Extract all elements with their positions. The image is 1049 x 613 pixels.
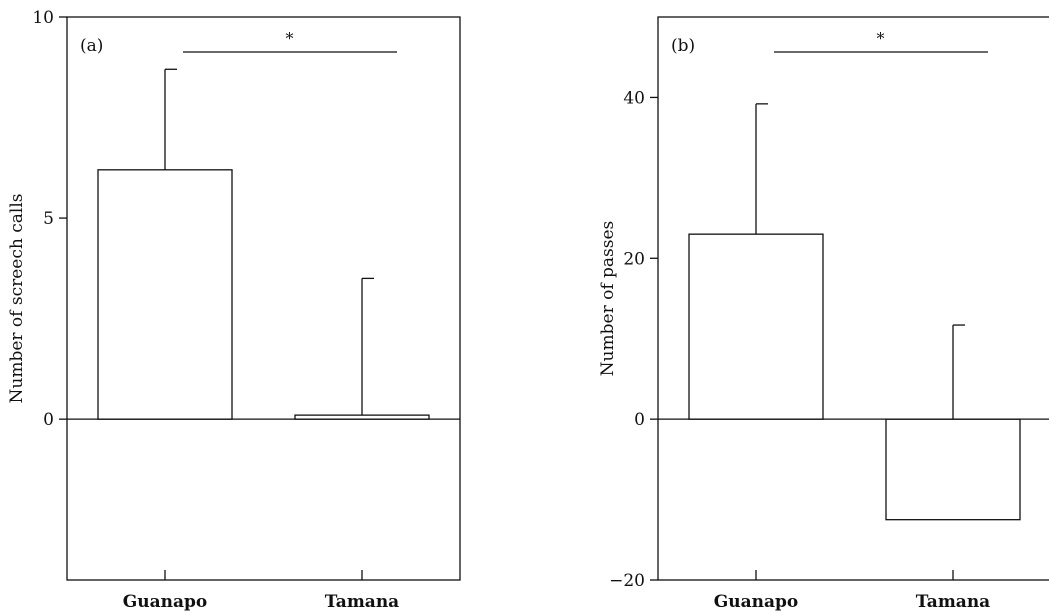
y-ticks: −20 0 20 40 [609, 88, 658, 591]
y-tick-label: −20 [609, 571, 645, 591]
y-tick-label: 0 [43, 410, 54, 430]
y-axis-label: Number of screech calls [7, 194, 27, 404]
bars [97, 68, 430, 420]
panel-label: (b) [671, 36, 695, 56]
significance-marker: * [286, 29, 294, 48]
y-tick-label: 0 [634, 410, 645, 430]
y-tick-label: 40 [623, 88, 645, 108]
x-ticks [164, 570, 363, 580]
bar [885, 418, 1021, 521]
y-tick-label: 10 [32, 8, 54, 28]
y-ticks: 0 5 10 [32, 8, 67, 430]
y-tick-label: 5 [43, 209, 54, 229]
panel-label: (a) [80, 36, 103, 56]
bar [688, 233, 824, 420]
panel-a: 0 5 10 * (a) Number of screech calls Guana… [7, 8, 461, 612]
significance-bracket: * [774, 29, 988, 53]
plot-frame [657, 16, 1049, 581]
y-tick-label: 20 [623, 249, 645, 269]
significance-marker: * [877, 29, 885, 48]
significance-bracket: * [183, 29, 397, 53]
plot-frame [66, 16, 461, 581]
x-tick-label: Guanapo [123, 592, 208, 612]
x-tick-label: Tamana [916, 592, 990, 612]
bar [97, 169, 233, 420]
x-tick-label: Guanapo [714, 592, 799, 612]
x-ticks [755, 570, 954, 580]
x-tick-label: Tamana [325, 592, 399, 612]
y-axis-label: Number of passes [598, 221, 618, 377]
bars [688, 103, 1021, 521]
